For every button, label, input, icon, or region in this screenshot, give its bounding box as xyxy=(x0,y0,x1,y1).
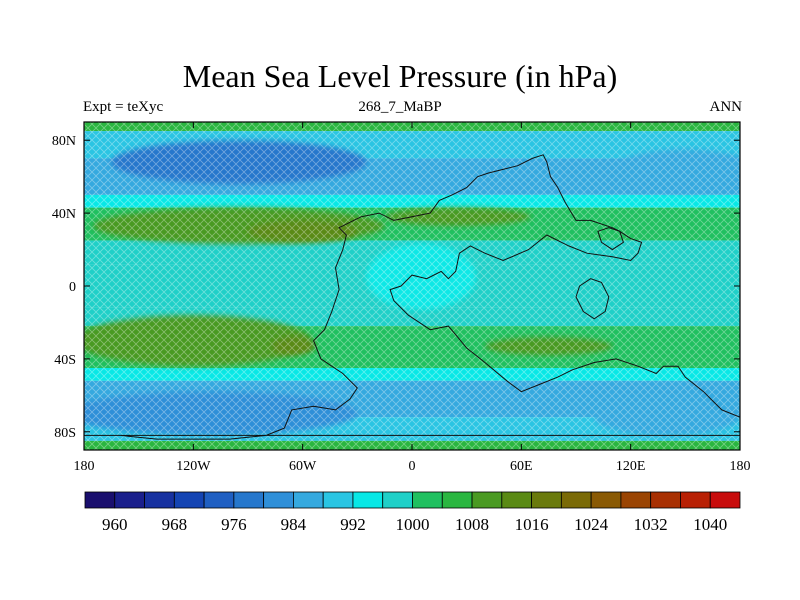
colorbar-swatch xyxy=(441,491,473,509)
colorbar-swatch xyxy=(84,491,116,509)
colorbar-swatch xyxy=(531,491,562,509)
colorbar-label: 976 xyxy=(221,515,247,534)
x-tick-label: 180 xyxy=(74,459,95,474)
landmass-outline-pangea xyxy=(84,154,740,440)
colorbar-swatch xyxy=(620,491,652,509)
y-tick-label: 40S xyxy=(54,353,76,368)
colorbar-label: 1008 xyxy=(455,515,489,534)
colorbar-label: 1040 xyxy=(693,515,727,534)
colorbar-swatch xyxy=(560,491,592,509)
colorbar-label: 984 xyxy=(281,515,307,534)
colorbar-swatch xyxy=(233,491,265,509)
colorbar-label: 960 xyxy=(102,515,128,534)
colorbar-swatch xyxy=(203,491,235,509)
x-tick-label: 120W xyxy=(176,459,211,474)
colorbar-swatch xyxy=(322,491,354,509)
colorbar-swatch xyxy=(382,491,413,509)
season-label: ANN xyxy=(709,99,743,115)
landmass-outline-east-island-equator xyxy=(575,278,610,320)
colorbar-swatch xyxy=(114,491,145,509)
pressure-field xyxy=(84,122,740,450)
colorbar-swatch xyxy=(590,491,622,509)
colorbar-swatch xyxy=(650,491,681,509)
colorbar-swatch xyxy=(173,491,205,509)
colorbar-swatch xyxy=(144,491,175,509)
map-axes: 180 120W 60W 0 60E 120E 180 80N 40N 0 40S 80S xyxy=(52,122,751,474)
y-tick-label: 40N xyxy=(52,207,76,222)
y-tick-label: 80S xyxy=(54,426,76,441)
colorbar-swatch xyxy=(293,491,324,509)
colorbar-label: 1032 xyxy=(634,515,668,534)
run-label: 268_7_MaBP xyxy=(358,99,442,115)
x-tick-label: 60E xyxy=(510,459,533,474)
colorbar-label: 968 xyxy=(162,515,188,534)
y-tick-label: 80N xyxy=(52,134,76,149)
colorbar-label: 1024 xyxy=(574,515,609,534)
colorbar-swatch xyxy=(709,491,741,509)
colorbar: 960 968 976 984 992 1000 1008 1016 1024 1032 1040 xyxy=(84,491,741,534)
colorbar-label: 1000 xyxy=(396,515,430,534)
experiment-label: Expt = teXyc xyxy=(83,99,164,115)
x-tick-label: 0 xyxy=(409,459,416,474)
colorbar-swatch xyxy=(680,491,711,509)
colorbar-swatch xyxy=(412,491,443,509)
contour-hatching xyxy=(84,122,740,450)
landmass-outlines xyxy=(84,154,740,440)
x-tick-label: 60W xyxy=(289,459,317,474)
colorbar-swatch xyxy=(471,491,503,509)
x-tick-label: 180 xyxy=(730,459,751,474)
colorbar-label: 1016 xyxy=(515,515,549,534)
colorbar-swatch xyxy=(501,491,532,509)
y-tick-label: 0 xyxy=(69,280,76,295)
colorbar-label: 992 xyxy=(340,515,366,534)
colorbar-swatch xyxy=(352,491,384,509)
x-tick-label: 120E xyxy=(616,459,646,474)
page-title: Mean Sea Level Pressure (in hPa) xyxy=(182,58,618,94)
colorbar-swatch xyxy=(263,491,294,509)
landmass-outline-east-island-north xyxy=(597,227,624,251)
